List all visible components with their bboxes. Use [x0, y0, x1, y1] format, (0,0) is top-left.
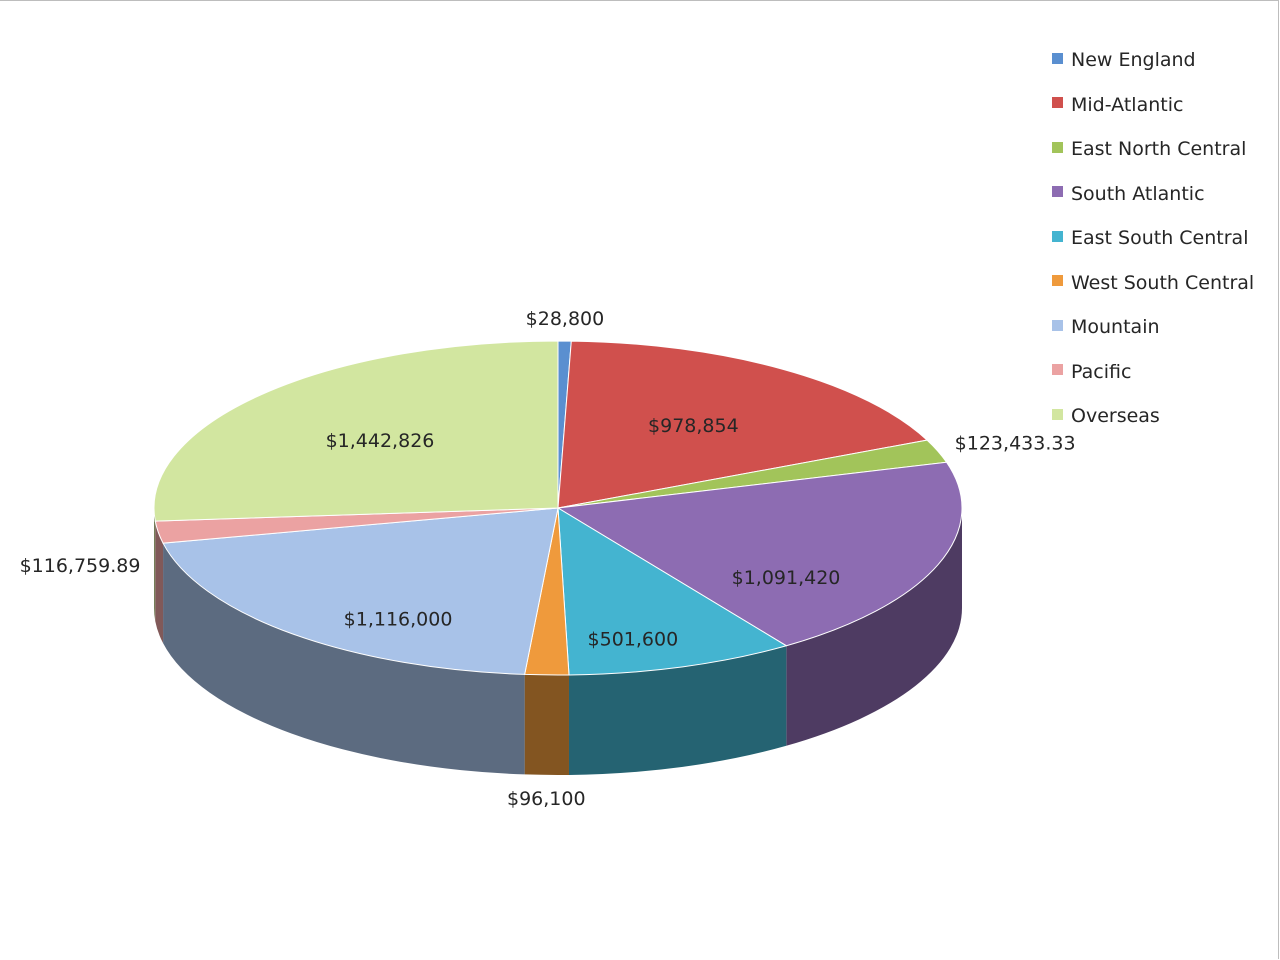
data-label-east-south-central: $501,600 — [588, 628, 679, 650]
legend-item: West South Central — [1052, 261, 1254, 306]
legend-label: Pacific — [1071, 360, 1132, 383]
pie-slice-mountain — [162, 507, 559, 675]
pie-slice-east-south-central — [557, 507, 788, 676]
pie-side-east-south-central — [568, 645, 787, 775]
legend-item: Mid-Atlantic — [1052, 83, 1254, 128]
pie-side-mountain — [163, 543, 525, 775]
legend-item: South Atlantic — [1052, 172, 1254, 217]
legend-item: East North Central — [1052, 127, 1254, 172]
legend-swatch — [1052, 319, 1063, 331]
data-label-mid-atlantic: $978,854 — [648, 415, 739, 437]
data-label-mountain: $1,116,000 — [344, 608, 453, 630]
legend-swatch — [1052, 97, 1063, 109]
legend: New England Mid-Atlantic East North Centra… — [1052, 38, 1254, 439]
legend-swatch — [1052, 186, 1063, 198]
legend-swatch — [1052, 141, 1063, 153]
data-label-west-south-central: $96,100 — [507, 788, 586, 810]
pie-side-south-atlantic — [786, 508, 962, 746]
legend-swatch — [1052, 408, 1063, 420]
legend-label: South Atlantic — [1071, 182, 1205, 205]
legend-swatch — [1052, 230, 1063, 242]
legend-item: Overseas — [1052, 394, 1254, 439]
pie-side-overseas — [154, 508, 156, 622]
pie-data-labels: $28,800 $978,854 $123,433.33 $1,091,420 $501… — [20, 308, 1076, 810]
legend-item: East South Central — [1052, 216, 1254, 261]
legend-item: New England — [1052, 38, 1254, 83]
legend-label: Overseas — [1071, 405, 1160, 428]
legend-label: Mountain — [1071, 316, 1160, 339]
pie-side-pacific — [155, 521, 164, 644]
pie-slice-overseas — [153, 340, 559, 522]
data-label-new-england: $28,800 — [526, 308, 605, 330]
pie-slice-mid-atlantic — [557, 340, 929, 509]
legend-item: Mountain — [1052, 305, 1254, 350]
pie-sides — [154, 508, 962, 776]
legend-swatch — [1052, 364, 1063, 376]
data-label-pacific: $116,759.89 — [20, 555, 141, 577]
pie-side-west-south-central — [524, 674, 569, 776]
pie-tops — [153, 340, 963, 676]
legend-label: Mid-Atlantic — [1071, 93, 1184, 116]
legend-swatch — [1052, 52, 1063, 64]
legend-item: Pacific — [1052, 350, 1254, 395]
legend-swatch — [1052, 275, 1063, 287]
legend-label: East South Central — [1071, 227, 1249, 250]
data-label-south-atlantic: $1,091,420 — [732, 567, 841, 589]
legend-label: New England — [1071, 49, 1196, 72]
data-label-overseas: $1,442,826 — [326, 430, 435, 452]
pie-slice-south-atlantic — [556, 461, 963, 647]
legend-label: East North Central — [1071, 138, 1247, 161]
legend-label: West South Central — [1071, 271, 1255, 294]
data-label-east-north-central: $123,433.33 — [955, 433, 1076, 455]
